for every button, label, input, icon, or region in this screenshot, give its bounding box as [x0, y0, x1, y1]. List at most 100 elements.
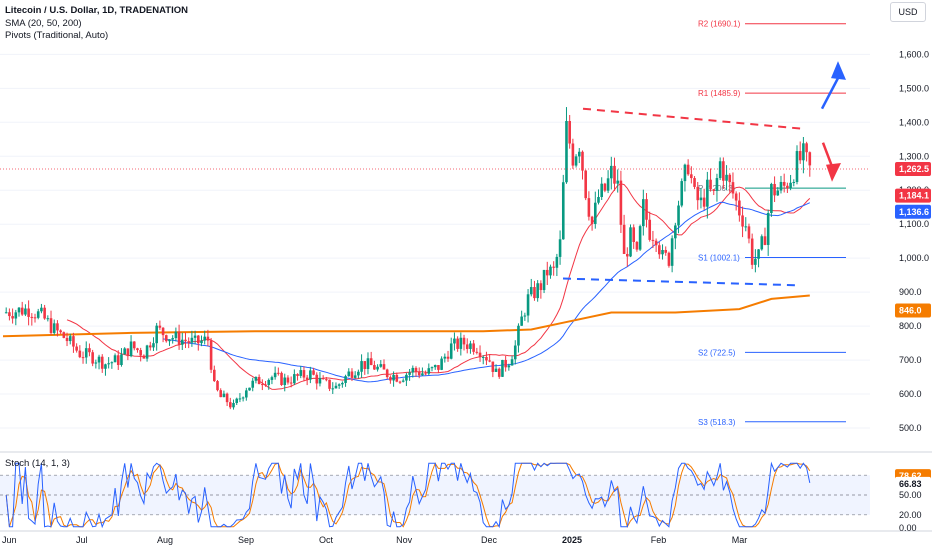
candle-body: [459, 337, 463, 349]
price-tick-label: 1,500.0: [899, 83, 929, 93]
candle-body: [331, 388, 335, 390]
candle-body: [674, 225, 677, 239]
stoch-d-line: [5, 462, 811, 529]
candle-body: [56, 323, 59, 331]
candle-body: [184, 339, 187, 342]
candle-body: [4, 312, 8, 314]
candle-body: [113, 355, 117, 363]
candle-body: [142, 355, 146, 359]
sma20-price-tag: [895, 188, 931, 203]
candle-body: [264, 384, 267, 386]
candle-body: [770, 183, 773, 213]
candle-body: [731, 182, 735, 194]
candle-body: [529, 287, 533, 295]
candle-body: [129, 341, 133, 357]
candle-body: [728, 174, 732, 183]
candle-body: [613, 165, 616, 184]
candle-body: [158, 325, 162, 328]
candle-body: [462, 337, 466, 345]
candle-body: [446, 356, 450, 359]
time-tick-label: Feb: [651, 535, 667, 545]
candle-body: [280, 372, 283, 386]
candle-body: [433, 365, 437, 368]
candle-body: [341, 382, 344, 385]
time-tick-label: Aug: [157, 535, 173, 545]
candle-body: [555, 256, 559, 268]
candle-body: [357, 371, 360, 376]
candle-body: [84, 348, 88, 358]
candle-body: [744, 226, 748, 228]
price-tick-label: 700.0: [899, 355, 922, 365]
sma-legend: SMA (20, 50, 200): [5, 18, 82, 29]
candle-body: [97, 356, 101, 363]
candle-body: [507, 365, 511, 368]
candle-body: [177, 331, 181, 345]
candle-body: [680, 181, 684, 206]
candle-body: [30, 316, 34, 318]
candle-body: [610, 165, 613, 179]
candle-body: [369, 358, 373, 366]
candle-body: [328, 379, 331, 389]
candle-body: [261, 384, 264, 386]
candle-body: [795, 151, 799, 183]
candle-body: [635, 241, 639, 250]
price-tick-label: 1,300.0: [899, 151, 929, 161]
trend-drawings: [0, 61, 870, 287]
candle-body: [321, 378, 325, 380]
candle-body: [8, 312, 11, 317]
time-tick-label: Oct: [319, 535, 334, 545]
candle-body: [65, 337, 69, 342]
candle-body: [622, 224, 626, 254]
candle-body: [667, 252, 671, 266]
candle-body: [136, 348, 139, 351]
candle-body: [161, 327, 165, 336]
candle-body: [722, 161, 725, 181]
currency-button[interactable]: USD: [890, 2, 926, 22]
time-tick-label: Jun: [2, 535, 17, 545]
candle-body: [626, 253, 629, 257]
candle-body: [645, 199, 648, 220]
candle-body: [116, 355, 120, 366]
candle-body: [248, 387, 251, 391]
candle-body: [773, 183, 776, 196]
candle-body: [353, 375, 357, 378]
candle-body: [786, 185, 789, 189]
candle-body: [427, 368, 431, 374]
sma20-price-label: 1,184.1: [899, 191, 929, 201]
pivot-levels: R2 (1690.1)R1 (1485.9)P (1206.3)S1 (1002…: [698, 20, 846, 427]
candle-body: [196, 335, 200, 344]
candle-body: [693, 178, 696, 187]
sma20-line: [66, 183, 811, 390]
candle-body: [257, 376, 261, 385]
candle-body: [734, 193, 738, 201]
candle-body: [229, 402, 232, 408]
candle-body: [145, 345, 149, 359]
candle-body: [81, 357, 85, 359]
pivots-legend: Pivots (Traditional, Auto): [5, 30, 109, 41]
candle-body: [52, 323, 56, 333]
candle-body: [238, 398, 242, 400]
candle-body: [187, 341, 190, 343]
candle-body: [296, 374, 299, 376]
price-tick-label: 800.0: [899, 321, 922, 331]
stoch-k-line: [5, 461, 811, 529]
price-tick-label: 1,000.0: [899, 253, 929, 263]
pivot-label: S1 (1002.1): [698, 253, 740, 262]
stoch-tick-label: 50.00: [899, 490, 922, 500]
candle-body: [286, 377, 290, 383]
sma200-price-tag: [895, 303, 931, 318]
candle-body: [155, 325, 158, 344]
candle-body: [382, 364, 386, 370]
candle-body: [517, 325, 520, 346]
candle-body: [401, 380, 405, 382]
price-tick-label: 900.0: [899, 287, 922, 297]
time-tick-label: Jul: [76, 535, 88, 545]
candle-body: [757, 249, 760, 259]
candle-body: [513, 345, 517, 360]
candle-body: [24, 308, 27, 315]
pivot-label: S2 (722.5): [698, 348, 736, 357]
candle-body: [421, 373, 424, 376]
candle-body: [273, 372, 277, 378]
candle-body: [190, 337, 194, 343]
